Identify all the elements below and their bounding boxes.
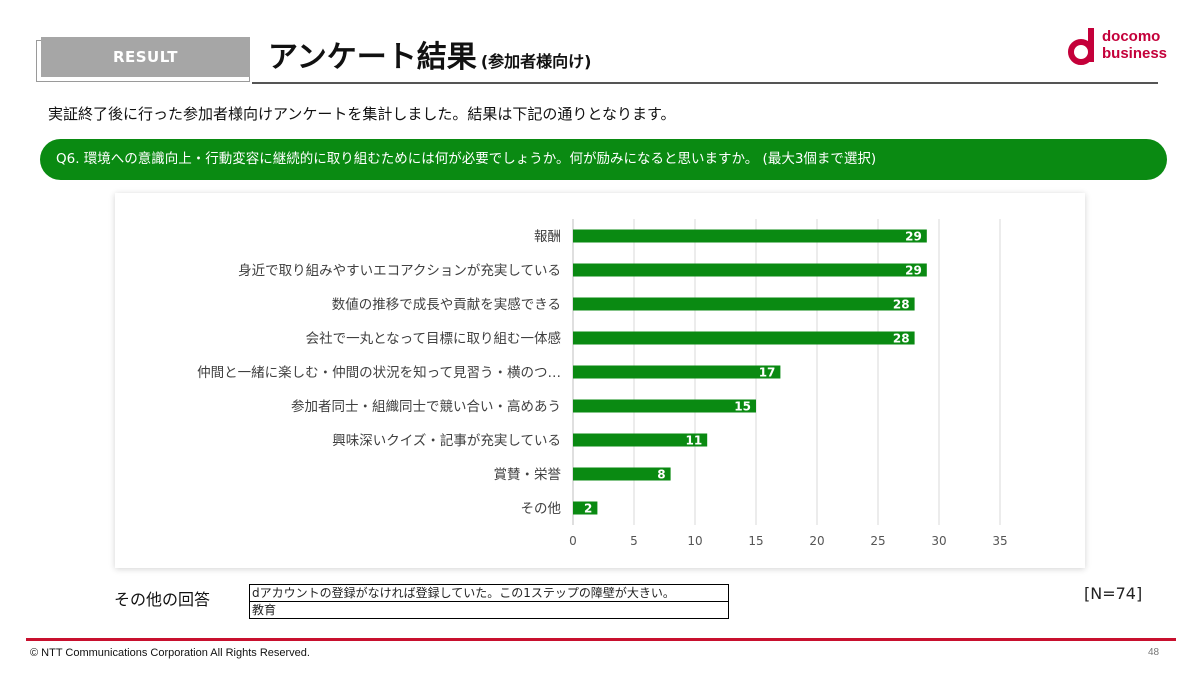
bar [573, 467, 671, 481]
sample-size-label: [N=74] [1084, 584, 1143, 603]
category-label: 参加者同士・組織同士で競い合い・高めあう [291, 398, 561, 415]
x-tick-label: 15 [748, 534, 763, 548]
category-label: 興味深いクイズ・記事が充実している [332, 432, 561, 449]
logo-text-docomo: docomo [1102, 28, 1161, 45]
x-tick-label: 5 [630, 534, 638, 548]
docomo-d-logo-icon [1068, 28, 1094, 65]
category-label: 仲間と一緒に楽しむ・仲間の状況を知って見習う・横のつ… [197, 364, 561, 381]
page-title: アンケート結果 (参加者様向け) [268, 32, 591, 76]
question-banner: Q6. 環境への意識向上・行動変容に継続的に取り組むためには何が必要でしょうか。… [40, 139, 1167, 180]
data-label: 15 [734, 400, 751, 414]
bar-chart: 0 5 10 15 20 25 30 35 報酬 29 身近で取り組みやすいエコアクションが充実して… [197, 219, 1008, 548]
category-label: 会社で一丸となって目標に取り組む一体感 [306, 330, 561, 347]
x-tick-label: 35 [992, 534, 1007, 548]
bar [573, 501, 598, 515]
data-label: 28 [893, 298, 910, 312]
bar [573, 297, 915, 311]
x-tick-label: 20 [809, 534, 824, 548]
page-number: 48 [1148, 647, 1160, 658]
docomo-business-logo: docomo business [1068, 26, 1178, 70]
bar [573, 263, 927, 277]
category-label: 賞賛・栄誉 [494, 467, 562, 483]
footer-divider [26, 638, 1176, 641]
data-label: 28 [893, 332, 910, 346]
other-answers-table: dアカウントの登録がなければ登録していた。この1ステップの障壁が大きい。 教育 [249, 584, 729, 619]
data-label: 29 [905, 230, 922, 244]
data-label: 2 [584, 502, 592, 516]
other-answer-row: 教育 [252, 603, 277, 617]
logo-text-business: business [1102, 45, 1168, 62]
bar [573, 365, 781, 379]
category-label: 報酬 [534, 229, 561, 245]
bar [573, 399, 756, 413]
data-label: 17 [759, 366, 776, 380]
bar [573, 229, 927, 243]
chart-panel: 0 5 10 15 20 25 30 35 報酬 29 身近で取り組みやすいエコアクションが充実して… [115, 193, 1085, 568]
page-title-sub: (参加者様向け) [480, 52, 592, 71]
section-tag: RESULT [41, 37, 250, 77]
copyright-text: © NTT Communications Corporation All Rig… [30, 647, 310, 659]
category-label: 身近で取り組みやすいエコアクションが充実している [238, 263, 561, 279]
bar [573, 331, 915, 345]
header-divider [252, 82, 1158, 84]
other-answer-row: dアカウントの登録がなければ登録していた。この1ステップの障壁が大きい。 [250, 585, 728, 602]
bar [573, 433, 708, 447]
other-answers-label: その他の回答 [114, 590, 211, 609]
category-label: 数値の推移で成長や貢献を実感できる [332, 296, 561, 313]
data-label: 29 [905, 264, 922, 278]
page-title-main: アンケート結果 [268, 40, 477, 75]
data-label: 8 [657, 468, 665, 482]
x-tick-label: 25 [870, 534, 885, 548]
x-tick-label: 30 [931, 534, 946, 548]
category-label: その他 [521, 501, 562, 517]
intro-text: 実証終了後に行った参加者様向けアンケートを集計しました。結果は下記の通りとなりま… [48, 105, 676, 123]
x-tick-label: 0 [569, 534, 577, 548]
x-tick-label: 10 [687, 534, 702, 548]
data-label: 11 [685, 434, 702, 448]
